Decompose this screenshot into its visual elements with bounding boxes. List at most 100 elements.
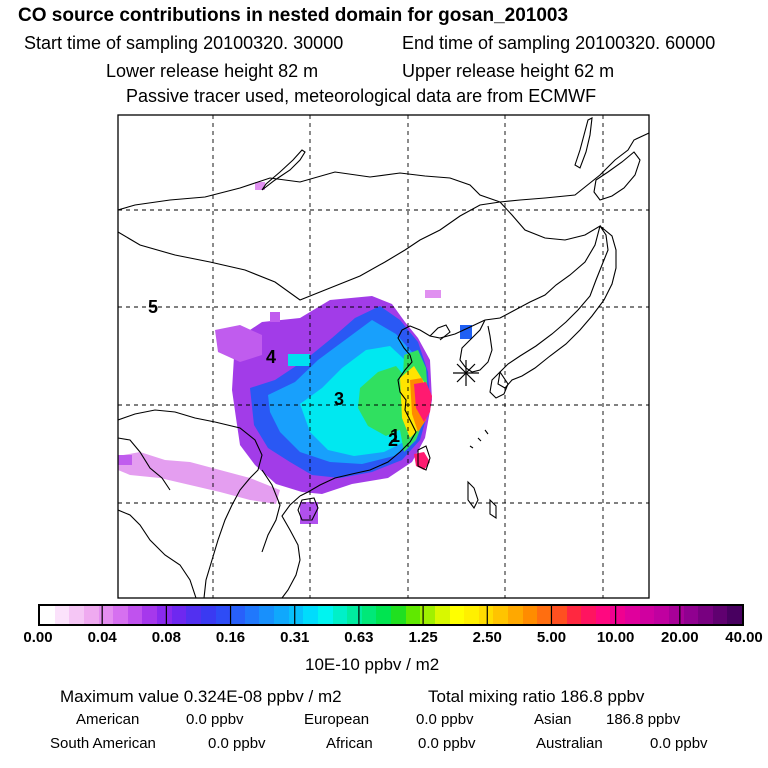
colorbar-cell [434,606,450,624]
colorbar-cell [113,606,128,624]
lake-baikal [261,149,306,191]
colorbar-cell [625,606,640,624]
region-label-1: 1 [390,426,400,446]
ryukyu-islands [469,429,489,449]
colorbar-cell [157,606,172,624]
border-india [118,437,171,491]
colorbar-cell [332,606,348,624]
colorbar-cell [69,606,84,624]
colorbar-cell [522,606,538,624]
colorbar-cell [508,606,523,624]
border-himalaya [118,409,263,479]
colorbar-cell [98,606,114,624]
tracer-note: Passive tracer used, meteorological data… [126,86,597,106]
colorbar-tick-label: 5.00 [536,629,567,646]
colorbar-cell [215,606,231,624]
border-myanmar [203,477,251,598]
colorbar-unit: 10E-10 ppbv / m2 [305,655,440,674]
plume-patch [270,312,280,322]
border-mongolia-china [118,201,501,301]
colorbar-cell [639,606,655,624]
start-time-label: Start time of sampling 20100320. 30000 [24,33,344,53]
colorbar-tick-label: 0.16 [215,629,246,646]
colorbar-cell [200,606,216,624]
colorbar-cell [420,606,435,624]
african-value: 0.0 ppbv [418,735,476,752]
colorbar-cell [361,606,377,624]
total-mixing-ratio: Total mixing ratio 186.8 ppbv [428,687,645,706]
african-label: African [326,735,373,752]
colorbar-cell [274,606,289,624]
colorbar-cell [288,606,304,624]
japan-kyushu [489,371,509,399]
region-label-5: 5 [148,297,158,317]
colorbar-cell [317,606,333,624]
colorbar-cell [244,606,260,624]
asian-value: 186.8 ppbv [606,711,681,728]
taiwan [417,445,431,471]
colorbar-cell [376,606,391,624]
colorbar-cell [610,606,625,624]
colorbar-cell [493,606,508,624]
colorbar-cell [698,606,713,624]
plume-patch [425,290,441,298]
colorbar [38,604,744,626]
hainan [297,497,319,521]
border-laos [261,469,281,553]
asian-label: Asian [534,711,572,728]
colorbar-cell [391,606,406,624]
colorbar-tick-label: 0.63 [344,629,374,646]
colorbar-cell [727,606,742,624]
colorbar-tick-label: 10.00 [596,629,635,646]
china-coast [299,319,486,497]
colorbar-tick-label: 20.00 [661,629,699,646]
coastlines [118,117,649,598]
colorbar-cell [303,606,318,624]
plot-title: CO source contributions in nested domain… [18,5,569,26]
liaodong-peninsula [429,324,451,341]
japan-honshu [497,225,617,389]
colorbar-tick-label: 0.04 [87,629,117,646]
colorbar-cell [259,606,274,624]
colorbar-cell [127,606,143,624]
australian-label: Australian [536,735,603,752]
colorbar-cell [230,606,245,624]
japan-hokkaido [593,151,641,201]
colorbar-cell [142,606,157,624]
asterisk-icon [453,360,479,386]
graticule [118,115,649,598]
plume-patch [460,325,472,339]
australian-value: 0.0 ppbv [650,735,708,752]
maximum-value: Maximum value 0.324E-08 ppbv / m2 [60,687,342,706]
plume-patch [255,182,265,190]
sakhalin [574,117,593,169]
border-ne-china [484,201,601,321]
colorbar-cell [712,606,728,624]
end-time-label: End time of sampling 20100320. 60000 [402,33,716,53]
colorbar-tick-label: 2.50 [472,629,502,646]
philippines [467,480,497,520]
colorbar-cell [683,606,699,624]
colorbar-cell [186,606,201,624]
colorbar-cell [566,606,582,624]
south-american-value: 0.0 ppbv [208,735,266,752]
colorbar-cell [40,606,55,624]
colorbar-cell [405,606,421,624]
colorbar-cell [551,606,567,624]
colorbar-cell [537,606,552,624]
colorbar-cell [654,606,669,624]
plume-patch [288,354,310,366]
colorbar-cell [171,606,187,624]
colorbar-cell [478,606,494,624]
colorbar-tick-label: 40.00 [725,629,763,646]
plume-patch [118,455,132,465]
upper-release-label: Upper release height 62 m [402,61,615,81]
american-label: American [76,711,140,728]
colorbar-tick-label: 1.25 [408,629,438,646]
region-label-4: 4 [266,347,276,367]
border-russia-mongolia [118,132,649,211]
tracer-plume [118,182,472,524]
map-border [117,114,650,599]
colorbar-cell [449,606,465,624]
